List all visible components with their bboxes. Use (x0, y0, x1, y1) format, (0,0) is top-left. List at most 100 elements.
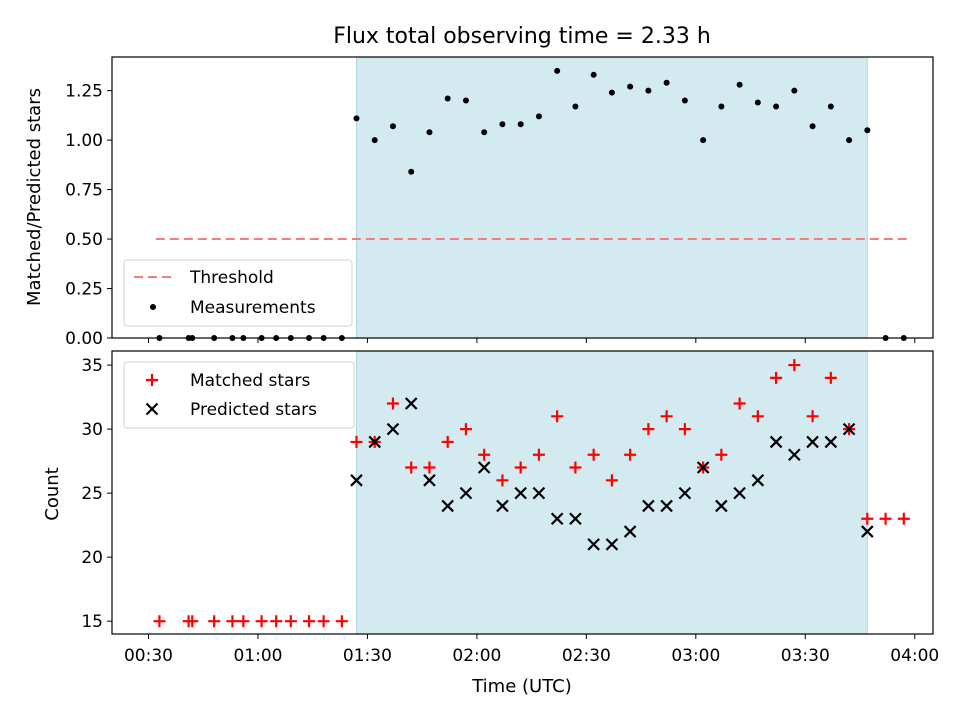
measurement-point (535, 113, 542, 120)
matched-star-point (255, 615, 268, 628)
legend-predicted-label: Predicted stars (190, 400, 317, 420)
measurement-point (736, 81, 743, 88)
matched-star-point (715, 448, 728, 461)
matched-star-point (861, 512, 874, 525)
predicted-star-point (605, 538, 619, 551)
x-tick-label: 02:00 (452, 646, 501, 666)
matched-star-point (405, 461, 418, 474)
measurement-point (426, 129, 433, 136)
matched-star-point (569, 461, 582, 474)
measurement-point (517, 121, 524, 128)
predicted-star-point (660, 499, 673, 513)
measurement-point (444, 95, 451, 102)
matched-star-point (770, 371, 783, 384)
matched-star-point (751, 410, 764, 423)
measurement-point (827, 103, 834, 110)
measurement-point (554, 67, 561, 74)
predicted-star-point (678, 486, 692, 500)
top-axes-frame (111, 56, 934, 339)
matched-star-point (335, 615, 348, 628)
bottom-y-tick-label: 35 (81, 356, 103, 376)
matched-star-point (587, 448, 600, 461)
predicted-star-point (550, 512, 564, 526)
matched-star-point (317, 615, 330, 628)
predicted-star-point (532, 486, 546, 500)
predicted-star-point (861, 525, 874, 538)
x-tick-label: 01:30 (343, 646, 392, 666)
matched-star-point (186, 615, 199, 628)
matched-star-point (153, 615, 166, 628)
bottom-y-tick-label: 25 (81, 484, 103, 504)
matched-star-point (303, 615, 316, 628)
measurement-point (408, 168, 415, 175)
predicted-star-point (733, 486, 746, 500)
matched-star-point (350, 435, 363, 448)
measurement-point (645, 87, 652, 94)
matched-star-point (733, 397, 746, 410)
measurement-point (462, 97, 469, 104)
predicted-star-point (806, 435, 819, 449)
measurement-point (572, 103, 579, 110)
matched-star-point (532, 448, 545, 461)
predicted-star-point (404, 397, 418, 410)
top-y-tick-label: 1.00 (65, 131, 103, 151)
predicted-star-point (623, 525, 637, 538)
measurement-point (608, 89, 615, 96)
measurement-point (846, 137, 853, 144)
predicted-star-point (696, 461, 710, 474)
x-tick-label: 00:30 (124, 646, 173, 666)
legend-predicted-swatch (145, 402, 159, 416)
measurement-point (700, 137, 707, 144)
predicted-star-point (350, 474, 363, 487)
predicted-star-point (496, 499, 509, 513)
matched-star-point (423, 461, 436, 474)
matched-star-point (605, 474, 618, 487)
measurement-point (681, 97, 688, 104)
matched-star-point (678, 423, 691, 436)
matched-star-point (208, 615, 221, 628)
matched-star-point (551, 410, 564, 423)
matched-star-point (824, 371, 837, 384)
predicted-star-point (642, 499, 655, 513)
matched-star-point (284, 615, 297, 628)
predicted-star-point (368, 435, 381, 449)
predicted-star-point (788, 448, 801, 462)
measurement-point (773, 103, 780, 110)
bottom-y-tick-label: 20 (81, 548, 103, 568)
x-axis-label: Time (UTC) (471, 676, 572, 697)
matched-star-point (237, 615, 250, 628)
predicted-star-point (569, 512, 582, 526)
measurement-point (718, 103, 725, 110)
top-y-axis-label: Matched/Predicted stars (24, 88, 45, 306)
measurement-point (590, 71, 597, 78)
predicted-star-point (715, 499, 728, 513)
matched-star-point (788, 359, 801, 372)
bottom-y-axis-label: Count (42, 467, 63, 520)
bottom-panel: 15 20 25 30 35 00:30 01:00 01:30 02:00 02:30 03:00… (81, 350, 939, 666)
x-tick-label: 01:00 (233, 646, 282, 666)
bottom-legend (123, 361, 355, 429)
predicted-star-point (477, 461, 491, 474)
predicted-star-point (842, 422, 856, 436)
matched-star-point (660, 410, 673, 423)
matched-star-point (441, 435, 454, 448)
matched-star-point (514, 461, 527, 474)
top-y-tick-label: 0.25 (65, 280, 103, 300)
top-y-tick-label: 0.00 (65, 329, 103, 349)
measurement-point (499, 121, 506, 128)
predicted-star-point (824, 435, 838, 449)
x-tick-label: 02:30 (562, 646, 611, 666)
chart-title: Flux total observing time = 2.33 h (333, 24, 711, 49)
predicted-star-point (514, 486, 527, 500)
matched-star-point (897, 512, 910, 525)
predicted-star-point (587, 538, 600, 551)
predicted-star-point (769, 435, 783, 449)
legend-measurements-label: Measurements (190, 298, 316, 318)
predicted-star-point (459, 486, 473, 500)
measurement-point (627, 83, 634, 90)
matched-star-point (879, 512, 892, 525)
measurement-point (809, 123, 816, 130)
top-panel: 0.00 0.25 0.50 0.75 1.00 1.25 Threshold Measure… (65, 56, 934, 349)
top-y-tick-label: 1.25 (65, 82, 103, 102)
legend-threshold-label: Threshold (189, 268, 274, 288)
